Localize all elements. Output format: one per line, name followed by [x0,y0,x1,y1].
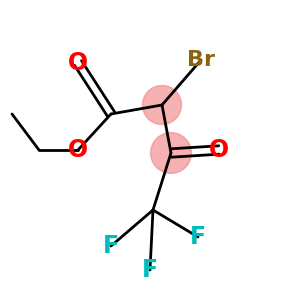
Text: O: O [209,138,229,162]
Text: O: O [68,51,88,75]
Circle shape [142,85,182,124]
Text: Br: Br [187,50,215,70]
Text: O: O [68,138,88,162]
Text: F: F [190,225,206,249]
Text: F: F [103,234,119,258]
Circle shape [151,133,191,173]
Text: F: F [142,258,158,282]
